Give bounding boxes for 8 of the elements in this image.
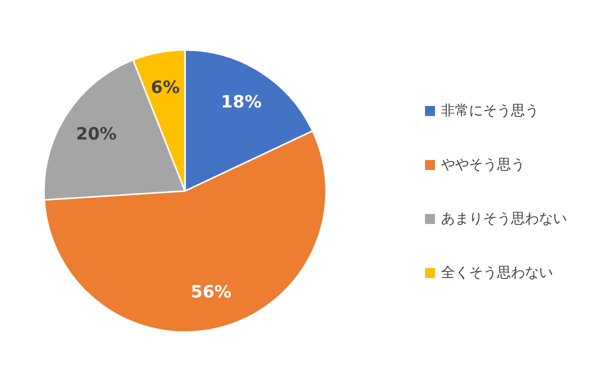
data-label: 6% (150, 78, 180, 98)
data-label: 18% (220, 92, 262, 112)
legend-label: あまりそう思わない (441, 211, 567, 227)
legend-label: 非常にそう思う (441, 103, 539, 119)
legend-label: 全くそう思わない (441, 265, 553, 281)
data-label: 20% (76, 124, 117, 145)
legend-label: ややそう思う (441, 157, 525, 173)
data-label: 56% (190, 282, 232, 303)
